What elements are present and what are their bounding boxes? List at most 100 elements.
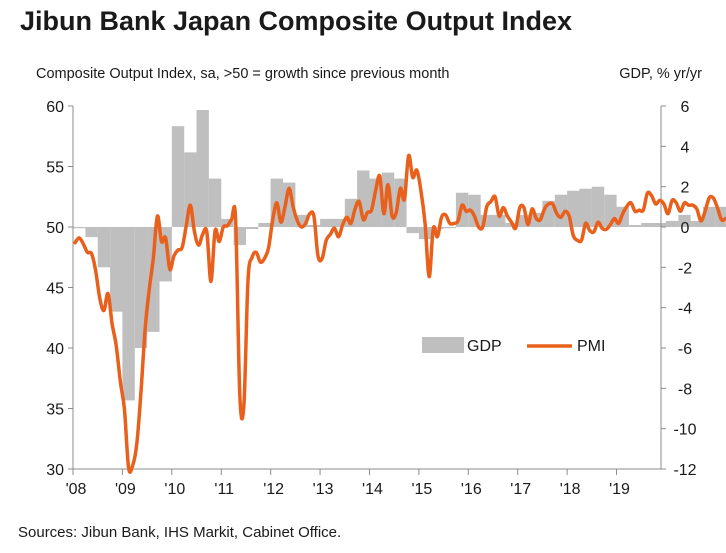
pmi-point <box>375 190 376 191</box>
pmi-point <box>383 213 384 214</box>
pmi-series <box>73 153 726 474</box>
x-tick-label: '12 <box>263 481 284 498</box>
pmi-point <box>223 227 224 228</box>
pmi-point <box>161 241 162 242</box>
pmi-point <box>470 210 471 211</box>
gdp-bar <box>110 227 123 312</box>
pmi-point <box>606 229 607 230</box>
pmi-point <box>359 201 360 202</box>
chart-axes <box>72 106 662 470</box>
pmi-point <box>466 211 467 212</box>
pmi-point <box>280 222 281 223</box>
pmi-point <box>326 240 327 241</box>
pmi-point <box>83 243 84 244</box>
pmi-point <box>210 281 211 282</box>
pmi-point <box>313 216 314 217</box>
gdp-bar <box>628 225 642 227</box>
pmi-point <box>379 176 380 177</box>
gdp-bar <box>97 227 111 268</box>
pmi-point <box>717 207 718 208</box>
pmi-point <box>297 220 298 221</box>
right-tick-label: -10 <box>673 422 696 439</box>
pmi-point <box>668 213 669 214</box>
pmi-point <box>190 205 191 206</box>
pmi-point <box>132 465 133 466</box>
x-tick-label: '11 <box>214 481 234 498</box>
pmi-point <box>585 223 586 224</box>
pmi-point <box>178 250 179 251</box>
pmi-point <box>173 256 174 257</box>
pmi-point <box>264 258 265 259</box>
pmi-point <box>182 247 183 248</box>
pmi-point <box>602 228 603 229</box>
pmi-point <box>511 222 512 223</box>
pmi-point <box>285 206 286 207</box>
pmi-point <box>565 211 566 212</box>
gdp-bar <box>196 110 209 227</box>
right-tick-label: -8 <box>678 381 692 398</box>
gdp-bar <box>591 186 605 227</box>
pmi-point <box>721 219 722 220</box>
right-tick-label: -2 <box>678 260 692 277</box>
pmi-point <box>305 223 306 224</box>
pmi-point <box>157 216 158 217</box>
pmi-point <box>198 245 199 246</box>
x-tick-label: '09 <box>115 481 136 498</box>
pmi-point <box>680 211 681 212</box>
pmi-point <box>453 223 454 224</box>
pmi-point <box>371 210 372 211</box>
gdp-bar <box>468 194 481 227</box>
x-tick-label: '15 <box>411 481 432 498</box>
pmi-point <box>540 219 541 220</box>
pmi-point <box>495 196 496 197</box>
pmi-point <box>429 276 430 277</box>
pmi-point <box>276 202 277 203</box>
pmi-point <box>124 409 125 410</box>
pmi-point <box>425 223 426 224</box>
gdp-bar <box>258 223 271 227</box>
pmi-point <box>449 223 450 224</box>
x-tick-label: '17 <box>510 481 531 498</box>
gdp-bar <box>406 227 419 234</box>
pmi-point <box>149 289 150 290</box>
pmi-point <box>350 223 351 224</box>
pmi-point <box>322 258 323 259</box>
gdp-bar <box>653 223 666 227</box>
pmi-point <box>676 202 677 203</box>
left-tick-label: 40 <box>46 341 64 358</box>
gdp-bar <box>85 227 98 238</box>
left-tick-label: 35 <box>46 402 64 419</box>
pmi-point <box>301 227 302 228</box>
pmi-point <box>120 381 121 382</box>
pmi-point <box>490 201 491 202</box>
pmi-point <box>95 270 96 271</box>
right-tick-label: -12 <box>673 462 696 479</box>
pmi-point <box>75 242 76 243</box>
pmi-point <box>128 467 129 468</box>
gdp-bar <box>678 214 691 227</box>
pmi-point <box>548 204 549 205</box>
pmi-point <box>618 223 619 224</box>
pmi-point <box>519 207 520 208</box>
pmi-point <box>672 200 673 201</box>
right-tick-label: 0 <box>681 220 690 237</box>
pmi-point <box>202 234 203 235</box>
pmi-point <box>363 219 364 220</box>
pmi-point <box>458 220 459 221</box>
left-tick-label: 50 <box>46 220 64 237</box>
pmi-point <box>219 241 220 242</box>
pmi-point <box>235 219 236 220</box>
pmi-point <box>140 392 141 393</box>
pmi-point <box>610 224 611 225</box>
pmi-point <box>330 234 331 235</box>
pmi-point <box>688 205 689 206</box>
pmi-point <box>515 228 516 229</box>
pmi-point <box>206 231 207 232</box>
pmi-point <box>252 257 253 258</box>
pmi-point <box>700 220 701 221</box>
gdp-bar <box>641 223 654 227</box>
pmi-point <box>309 213 310 214</box>
pmi-point <box>412 177 413 178</box>
pmi-point <box>136 443 137 444</box>
pmi-point <box>560 217 561 218</box>
